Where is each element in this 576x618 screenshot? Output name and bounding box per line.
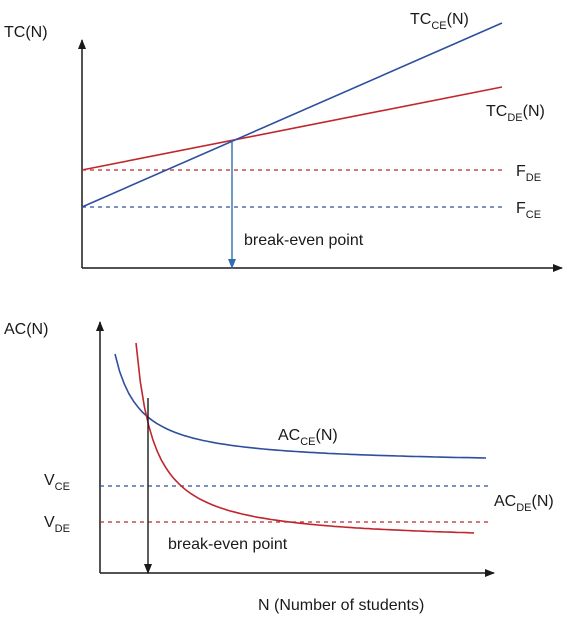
bottom-break-even-label: break-even point (168, 536, 288, 553)
ac-de-curve (135, 342, 475, 534)
top-y-axis-label: TC(N) (4, 24, 48, 41)
top-chart: TC(N) break-even point TCCE(N) TCDE(N) F… (4, 11, 563, 272)
tc-ce-line (81, 22, 503, 208)
tc-de-label: TCDE(N) (486, 103, 545, 124)
v-ce-label: VCE (44, 472, 70, 493)
bottom-chart: AC(N) break-even point ACCE(N) ACDE(N) V… (4, 321, 554, 614)
tc-ce-label: TCCE(N) (410, 11, 469, 32)
top-break-even-label: break-even point (244, 232, 364, 249)
f-ce-label: FCE (516, 200, 541, 221)
ac-ce-curve (114, 353, 487, 459)
f-de-label: FDE (516, 163, 541, 184)
bottom-x-axis-label: N (Number of students) (258, 597, 424, 614)
ac-ce-label: ACCE(N) (278, 427, 338, 448)
ac-de-label: ACDE(N) (494, 493, 554, 514)
bottom-y-axis-label: AC(N) (4, 321, 48, 338)
tc-de-line (81, 86, 503, 171)
v-de-label: VDE (44, 514, 70, 535)
